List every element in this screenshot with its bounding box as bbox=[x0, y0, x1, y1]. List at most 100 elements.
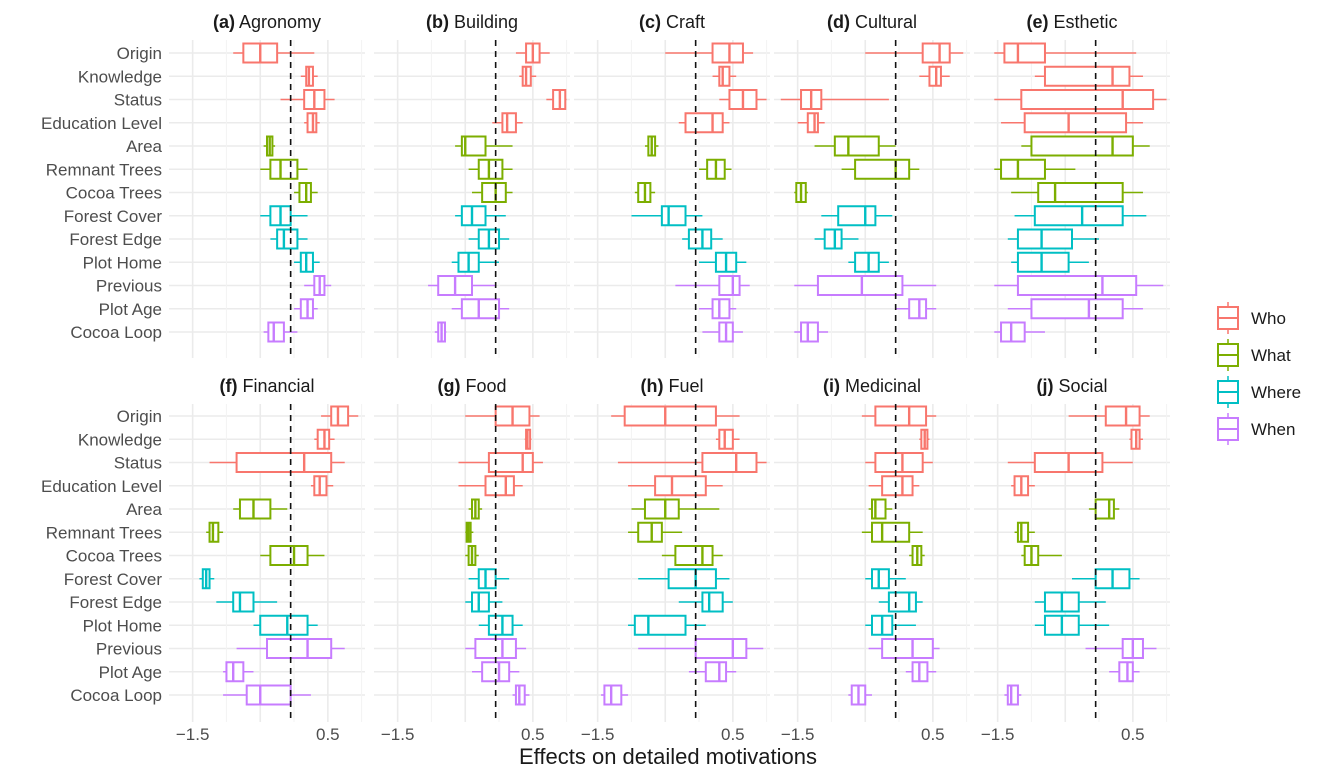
box-iqr bbox=[238, 498, 272, 520]
box-cocoa-loop bbox=[994, 321, 1045, 343]
box-education-level bbox=[868, 475, 920, 497]
box-iqr bbox=[1043, 65, 1131, 87]
box-remnant-trees bbox=[841, 158, 920, 180]
box-iqr bbox=[854, 251, 880, 273]
box-forest-cover bbox=[260, 205, 308, 227]
box-iqr bbox=[908, 298, 928, 320]
y-label-cocoa-trees: Cocoa Trees bbox=[66, 184, 162, 203]
legend-item-who: Who bbox=[1217, 302, 1286, 334]
legend-label: What bbox=[1251, 346, 1291, 365]
box-forest-edge bbox=[468, 228, 510, 250]
legend-item-where: Where bbox=[1217, 376, 1301, 408]
y-label-status: Status bbox=[114, 91, 162, 110]
box-education-level bbox=[797, 112, 825, 134]
box-cocoa-trees bbox=[661, 545, 723, 566]
box-iqr bbox=[1030, 298, 1124, 320]
panel-name: Social bbox=[1053, 376, 1107, 396]
y-label-area: Area bbox=[126, 500, 162, 519]
box-cocoa-trees bbox=[634, 182, 656, 203]
panel-title-medicinal: (i) Medicinal bbox=[823, 376, 921, 396]
box-area bbox=[814, 135, 896, 157]
box-previous bbox=[304, 275, 332, 296]
y-label-plot-age: Plot Age bbox=[99, 663, 162, 682]
box-knowledge bbox=[1034, 65, 1143, 87]
box-iqr bbox=[330, 405, 350, 427]
box-cocoa-trees bbox=[472, 182, 513, 203]
x-axis-ticks: −1.5 0.5 −1.5 0.5 −1.5 0.5 −1.5 0.5 −1.5 0.5 bbox=[176, 725, 1145, 744]
panel-tag: (i) bbox=[823, 376, 840, 396]
box-iqr bbox=[1000, 158, 1046, 180]
y-label-forest-cover: Forest Cover bbox=[64, 570, 163, 589]
box-iqr bbox=[501, 112, 517, 134]
x-tick-label: 0.5 bbox=[521, 725, 545, 744]
panels-layer: (a) Agronomy (b) Building (c) Craft (d) Cul… bbox=[169, 12, 1170, 722]
box-education-level bbox=[1001, 112, 1143, 134]
y-label-previous: Previous bbox=[96, 640, 162, 659]
y-axis-labels: Origin Knowledge Status Education Level Area… bbox=[41, 44, 163, 705]
box-previous bbox=[236, 638, 345, 659]
box-forest-edge bbox=[678, 591, 733, 613]
box-forest-cover bbox=[631, 205, 703, 227]
box-cocoa-loop bbox=[223, 684, 311, 706]
box-iqr bbox=[684, 112, 724, 134]
panel-food: (g) Food bbox=[374, 376, 570, 722]
panel-title-social: (j) Social bbox=[1036, 376, 1107, 396]
box-iqr bbox=[833, 135, 880, 157]
panel-tag: (b) bbox=[426, 12, 449, 32]
y-label-forest-edge: Forest Edge bbox=[69, 593, 162, 612]
panel-tag: (f) bbox=[219, 376, 237, 396]
panel-fuel: (h) Fuel bbox=[574, 376, 770, 722]
box-plot-home bbox=[628, 614, 706, 636]
box-iqr bbox=[667, 568, 717, 590]
box-iqr bbox=[487, 614, 514, 636]
panel-medicinal: (i) Medicinal bbox=[774, 376, 970, 722]
box-iqr bbox=[806, 112, 819, 134]
box-iqr bbox=[874, 452, 924, 473]
box-iqr bbox=[1006, 684, 1019, 706]
box-iqr bbox=[460, 135, 487, 157]
box-forest-cover bbox=[455, 205, 506, 227]
box-forest-edge bbox=[814, 228, 859, 250]
panel-tag: (c) bbox=[639, 12, 661, 32]
box-remnant-trees bbox=[628, 521, 683, 543]
box-iqr bbox=[267, 321, 285, 343]
box-cocoa-trees bbox=[794, 182, 808, 203]
y-label-cocoa-trees: Cocoa Trees bbox=[66, 547, 162, 566]
box-plot-age bbox=[451, 298, 510, 320]
box-iqr bbox=[1020, 89, 1155, 110]
panel-name: Building bbox=[449, 12, 518, 32]
box-status bbox=[280, 89, 335, 110]
box-status bbox=[719, 89, 767, 110]
box-knowledge bbox=[519, 65, 537, 87]
box-iqr bbox=[276, 228, 299, 250]
box-area bbox=[868, 498, 893, 520]
box-iqr bbox=[871, 521, 911, 543]
panel-title-cultural: (d) Cultural bbox=[827, 12, 917, 32]
legend-item-what: What bbox=[1217, 339, 1291, 371]
y-label-origin: Origin bbox=[117, 407, 162, 426]
box-iqr bbox=[460, 298, 501, 320]
x-tick-label: −1.5 bbox=[781, 725, 815, 744]
panel-name: Craft bbox=[661, 12, 705, 32]
box-cocoa-loop bbox=[601, 684, 629, 706]
y-label-plot-age: Plot Age bbox=[99, 300, 162, 319]
box-knowledge bbox=[300, 65, 318, 87]
box-education-level bbox=[628, 475, 723, 497]
panel-name: Cultural bbox=[850, 12, 917, 32]
y-label-remnant-trees: Remnant Trees bbox=[46, 523, 162, 542]
box-education-level bbox=[310, 475, 334, 497]
panel-tag: (j) bbox=[1036, 376, 1053, 396]
panel-title-fuel: (h) Fuel bbox=[640, 376, 703, 396]
box-origin bbox=[1068, 405, 1150, 427]
box-area bbox=[468, 498, 483, 520]
box-iqr bbox=[1037, 182, 1124, 203]
box-plot-home bbox=[1011, 251, 1089, 273]
box-cocoa-loop bbox=[512, 684, 530, 706]
box-forest-cover bbox=[199, 568, 215, 590]
box-iqr bbox=[1016, 228, 1073, 250]
box-cocoa-loop bbox=[848, 684, 872, 706]
y-label-knowledge: Knowledge bbox=[78, 67, 162, 86]
panel-name: Agronomy bbox=[235, 12, 321, 32]
legend-item-when: When bbox=[1217, 413, 1295, 445]
